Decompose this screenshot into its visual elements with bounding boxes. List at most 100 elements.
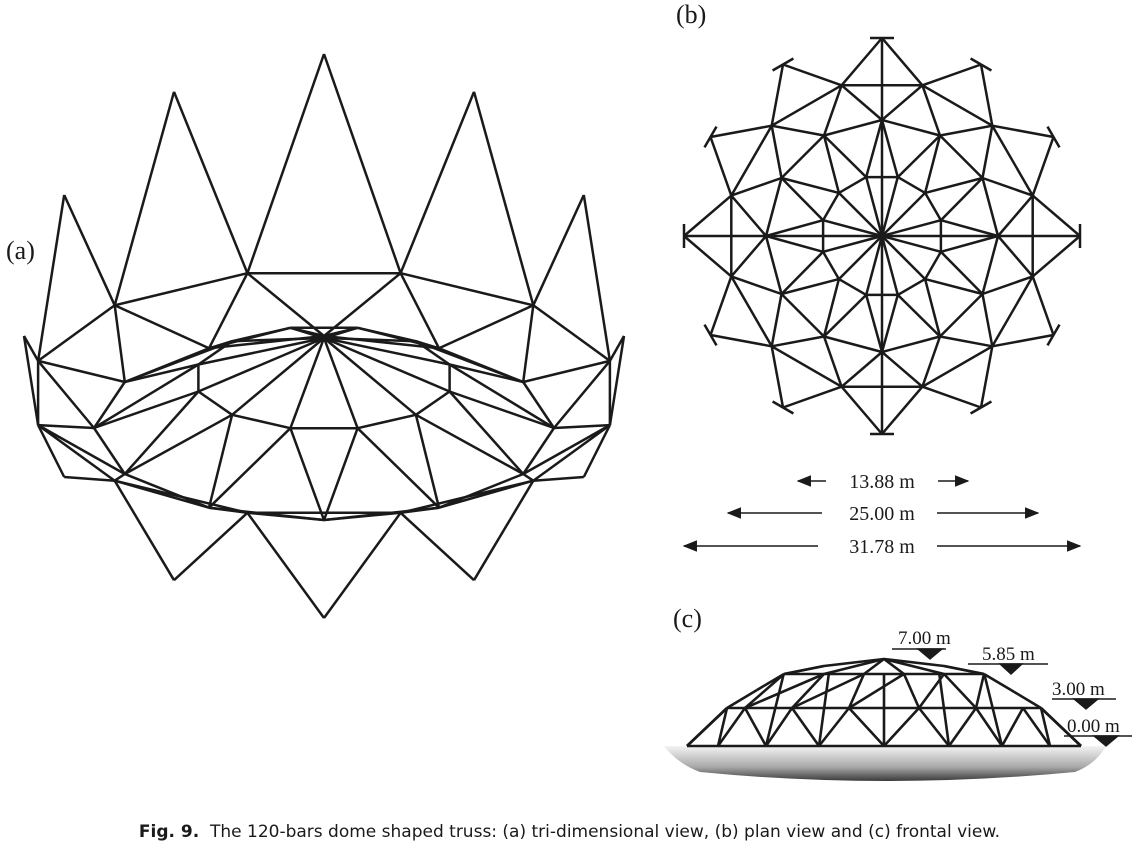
3d-member [533, 195, 584, 305]
3d-member [38, 361, 94, 428]
plan-member [882, 352, 922, 387]
plan-member [772, 126, 782, 178]
3d-member [38, 305, 115, 361]
3d-member [523, 305, 533, 382]
plan-member [922, 387, 981, 408]
3d-member [358, 428, 439, 508]
3d-member [209, 415, 232, 508]
3d-member [358, 328, 439, 349]
plan-member [940, 136, 983, 179]
plan-member [842, 38, 882, 85]
3d-member [247, 273, 324, 336]
dome-plan-view [684, 38, 1080, 434]
plan-member [711, 126, 772, 137]
plan-member [882, 337, 940, 353]
3d-member [232, 415, 290, 428]
elev-7-triangle [918, 649, 942, 659]
caption-text: The 120-bars dome shaped truss: (a) tri-… [210, 822, 1000, 842]
frontal-member [745, 674, 784, 708]
plan-member [842, 352, 882, 387]
plan-member [766, 178, 782, 236]
3d-member [324, 513, 401, 618]
plan-member [1033, 276, 1054, 335]
3d-member [439, 474, 523, 508]
figure-number: Fig. 9. [139, 822, 199, 842]
plan-member [839, 279, 866, 295]
plan-member [731, 236, 766, 276]
frontal-member [944, 674, 976, 708]
frontal-member [884, 708, 919, 746]
frontal-member [949, 708, 976, 746]
plan-member [824, 337, 882, 353]
3d-member [247, 54, 324, 273]
plan-member [783, 387, 842, 408]
3d-member [533, 305, 610, 361]
plan-member [983, 236, 999, 294]
plan-member [981, 65, 992, 126]
frontal-member [745, 708, 766, 746]
plan-member [842, 387, 882, 434]
3d-member [358, 415, 416, 428]
3d-member [115, 305, 125, 382]
frontal-member [976, 674, 984, 708]
plan-member [772, 85, 842, 125]
frontal-member [792, 708, 819, 746]
plan-member [772, 346, 783, 407]
3d-member [174, 92, 247, 273]
3d-member [38, 361, 125, 382]
elev-0-triangle [1094, 736, 1118, 746]
3d-member [533, 477, 584, 481]
plan-member [772, 337, 824, 347]
3d-member [533, 425, 610, 481]
plan-member [882, 387, 922, 434]
elev-585-triangle [1000, 664, 1022, 674]
3d-member [324, 428, 358, 520]
plan-member [866, 295, 882, 352]
3d-member [115, 474, 125, 481]
plan-member [992, 276, 1032, 346]
3d-member [115, 273, 248, 305]
frontal-outline [1011, 690, 1041, 708]
3d-member [324, 54, 401, 273]
plan-member [898, 177, 925, 193]
elev-0-label: 0.00 m [1067, 716, 1120, 737]
ground-shadow [664, 746, 1106, 781]
plan-member [1033, 196, 1080, 236]
3d-member [38, 425, 94, 428]
frontal-member [904, 674, 919, 708]
3d-member [554, 361, 610, 428]
plan-member [998, 196, 1033, 236]
plan-member [842, 85, 882, 120]
plan-member [866, 120, 882, 177]
3d-member [401, 273, 439, 348]
plan-member [772, 294, 782, 346]
plan-member [981, 346, 992, 407]
plan-member [941, 236, 998, 252]
plan-member [824, 120, 882, 136]
dome-frontal-view [687, 659, 1081, 746]
plan-member [1033, 236, 1080, 276]
3d-member [401, 92, 474, 273]
3d-member [94, 428, 125, 474]
plan-member [684, 236, 731, 276]
3d-member [439, 305, 533, 348]
3d-member [416, 415, 523, 474]
frontal-member [849, 708, 884, 746]
plan-member [711, 137, 732, 196]
plan-member [684, 196, 731, 236]
plan-member [983, 126, 993, 178]
plan-member [925, 193, 941, 220]
3d-member [324, 273, 401, 336]
3d-member [474, 92, 533, 305]
plan-member [823, 193, 839, 220]
3d-member [198, 392, 232, 415]
plan-member [823, 252, 839, 279]
dim-25-00-label: 25.00 m [849, 503, 915, 525]
plan-member [882, 295, 898, 352]
plan-member [992, 126, 1032, 196]
plan-member [922, 346, 992, 386]
3d-member [401, 273, 534, 305]
plan-member [772, 126, 824, 136]
frontal-member [792, 674, 824, 708]
plan-member [731, 276, 771, 346]
